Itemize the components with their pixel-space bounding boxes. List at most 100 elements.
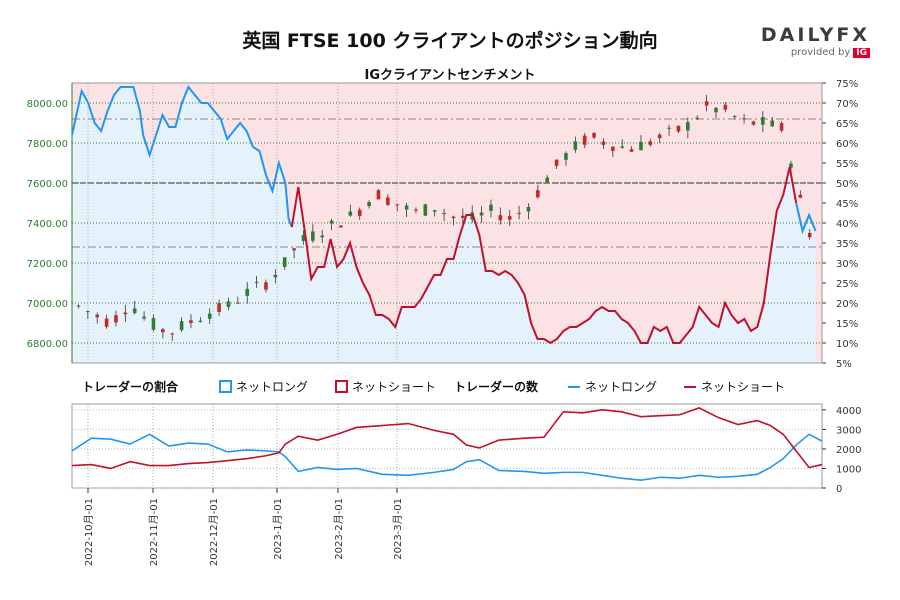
date-tick-label: 2022-11月-01 [148,498,160,566]
provided-by-text: provided by [790,47,851,58]
candle-body [648,141,653,145]
y-right-tick-label: 25% [836,279,858,290]
candle-body [704,101,709,106]
date-tick-label: 2023-3月-01 [392,498,404,560]
date-tick-label: 2023-2月-01 [333,498,345,560]
y-right-tick-label: 15% [836,319,858,330]
candle-body [554,159,559,166]
ig-badge: IG [853,48,870,58]
legend-count-long: ネットロング [585,380,657,394]
y-right-tick-label: 65% [836,119,858,130]
candle-body [376,190,381,200]
date-tick-label: 2022-12月-01 [208,498,220,566]
candle-body [414,209,418,211]
candle-body [676,125,681,132]
candle-body [742,118,746,120]
candle-body [601,141,606,145]
legend-pct-title: トレーダーの割合 [82,379,179,394]
count-short-line [71,407,823,470]
candle-body [629,149,634,152]
candle-body [479,212,484,216]
candle-body [536,190,540,198]
y-right-tick-label: 70% [836,99,858,110]
trader-count-panel: 0 1000 2000 3000 4000 [71,403,861,495]
y-left-tick-label: 6800.00 [27,339,68,350]
y-right-tick-label: 50% [836,179,858,190]
candle-body [386,197,390,205]
candle-body [770,120,775,127]
net-long-pct-line [71,85,293,228]
candle-body [751,121,756,125]
legend-pct-short: ネットショート [352,380,436,394]
candle-body [226,301,231,307]
candle-body [732,116,737,118]
candle-body [254,281,259,283]
candle-body [779,123,784,131]
y-right-tick-label: 45% [836,199,858,210]
candle-body [86,311,90,313]
count-long-line [71,433,823,481]
candle-body [123,312,128,315]
candle-body [357,209,362,216]
candle-body [348,211,353,216]
candle-body [667,127,671,129]
candle-body [526,206,531,212]
y-left-tick-label: 7800.00 [27,139,68,150]
legend-short-swatch [335,380,348,393]
long-region-bg [72,87,816,363]
candle-body [198,320,203,322]
candle-body [723,104,728,110]
candle-body [573,141,578,150]
candle-body [686,122,690,131]
candle-body [292,248,296,251]
candle-body [76,305,81,307]
count-tick-label: 2000 [836,445,861,456]
count-frame [71,403,823,489]
candle-body [104,318,109,327]
candle-body [611,146,615,151]
candle-body [489,204,493,211]
candle-body [639,141,643,151]
count-tick-label: 4000 [836,406,861,417]
date-tick-label: 2023-1月-01 [272,498,284,560]
y-right-tick-label: 20% [836,299,858,310]
candle-body [207,313,212,319]
candle-body [282,257,287,267]
candle-body [657,134,662,139]
y-right-tick-label: 5% [836,359,852,370]
y-right-tick-label: 40% [836,219,858,230]
candle-body [161,329,165,333]
candle-body [714,107,718,113]
candle-body [236,302,240,304]
y-left-tick-label: 7000.00 [27,299,68,310]
candle-body [432,210,437,212]
legend-pct-long: ネットロング [236,380,308,394]
candle-body [189,320,193,324]
candle-body [142,316,146,319]
candle-body [461,215,465,218]
candle-body [564,153,568,160]
candle-body [217,303,221,312]
candle-body [807,232,812,238]
candle-body [367,202,371,207]
y-left-tick-label: 8000.00 [27,99,68,110]
candle-body [395,204,400,206]
candle-body [582,135,587,145]
candle-body [339,225,343,228]
net-short-pct-line [795,202,817,235]
candle-body [451,216,456,219]
count-tick-label: 3000 [836,425,861,436]
candle-body [798,194,803,198]
candle-body [151,318,156,330]
candles [76,94,812,341]
logo-tagline: provided by IG [760,47,870,58]
candle-body [545,177,550,183]
y-right-tick-label: 55% [836,159,858,170]
candle-body [170,333,175,335]
candle-body [592,132,596,138]
chart-subtitle: IGクライアントセンチメント [364,68,536,83]
candle-body [404,205,409,210]
y-right-tick-label: 75% [836,79,858,90]
legend: トレーダーの割合 ネットロング ネットショート トレーダーの数 ネットロング ネットショー… [82,379,785,394]
